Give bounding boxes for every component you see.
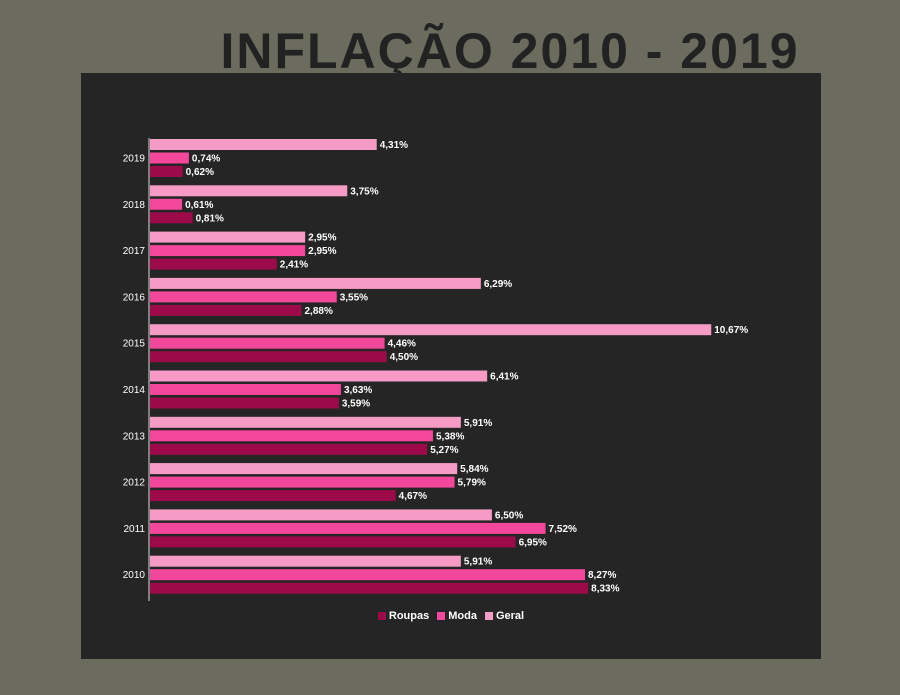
data-label: 2,95% (308, 246, 336, 257)
legend-swatch (484, 612, 493, 620)
data-label: 6,95% (519, 537, 547, 548)
y-tick-label: 2018 (123, 200, 146, 211)
data-label: 2,88% (304, 306, 332, 317)
chart-panel: 2019 4,31% 0,74% 0,62% 2018 3,75% 0,61% 0,81% 20… (81, 73, 821, 659)
data-label: 0,61% (185, 200, 213, 211)
y-tick-label: 2015 (123, 339, 146, 350)
bar-moda (150, 245, 306, 257)
bar-roupas (150, 351, 387, 363)
data-label: 5,91% (464, 557, 492, 568)
bar-geral (150, 370, 488, 382)
data-label: 6,50% (495, 510, 523, 521)
data-label: 3,63% (344, 385, 372, 396)
bar-roupas (150, 212, 193, 224)
bar-moda (150, 569, 586, 581)
legend-item-roupas: Roupas (377, 610, 430, 622)
data-label: 3,75% (350, 186, 378, 197)
legend-swatch (377, 612, 386, 620)
data-label: 0,62% (186, 167, 214, 178)
data-label: 3,55% (340, 292, 368, 303)
data-label: 5,91% (464, 418, 492, 429)
bar-moda (150, 152, 189, 164)
bar-moda (150, 291, 337, 303)
data-label: 5,79% (458, 478, 486, 489)
bar-chart: 2019 4,31% 0,74% 0,62% 2018 3,75% 0,61% 0,81% 20… (123, 138, 748, 601)
legend-item-geral: Geral (484, 610, 525, 622)
bar-roupas (150, 582, 589, 594)
bar-moda (150, 522, 546, 534)
data-label: 7,52% (549, 524, 577, 535)
y-tick-label: 2011 (123, 524, 145, 535)
data-label: 2,95% (308, 233, 336, 244)
bar-geral (150, 185, 348, 197)
bar-geral (150, 555, 461, 567)
bar-moda (150, 430, 433, 442)
bar-moda (150, 476, 455, 488)
y-tick-label: 2014 (123, 385, 146, 396)
legend-swatch (437, 612, 446, 620)
data-label: 4,50% (390, 352, 418, 363)
data-label: 3,59% (342, 399, 370, 410)
data-label: 4,31% (380, 140, 408, 151)
data-label: 5,38% (436, 431, 464, 442)
bar-moda (150, 337, 385, 349)
bar-moda (150, 198, 183, 210)
data-label: 4,46% (388, 339, 416, 350)
bar-roupas (150, 397, 339, 409)
bar-geral (150, 463, 458, 475)
legend-label: Moda (448, 610, 477, 622)
data-label: 0,81% (196, 213, 224, 224)
data-label: 5,27% (430, 445, 458, 456)
data-label: 0,74% (192, 154, 220, 165)
bar-geral (150, 277, 481, 289)
data-label: 10,67% (714, 325, 748, 336)
bar-geral (150, 231, 306, 243)
y-tick-label: 2017 (123, 246, 146, 257)
chart-legend: Roupas Moda Geral (81, 610, 821, 622)
data-label: 8,27% (588, 570, 616, 581)
bar-geral (150, 509, 492, 521)
y-tick-label: 2013 (123, 431, 146, 442)
legend-label: Geral (495, 610, 525, 622)
bar-roupas (150, 443, 428, 455)
y-tick-label: 2019 (123, 154, 146, 165)
y-tick-label: 2010 (123, 570, 146, 581)
bar-roupas (150, 304, 302, 316)
data-label: 6,41% (490, 372, 518, 383)
data-label: 8,33% (591, 584, 619, 595)
bar-geral (150, 324, 712, 336)
data-label: 2,41% (280, 260, 308, 271)
legend-item-moda: Moda (437, 610, 477, 622)
bar-geral (150, 139, 377, 150)
data-label: 5,84% (460, 464, 488, 475)
bar-moda (150, 384, 341, 395)
bar-roupas (150, 258, 277, 270)
data-label: 6,29% (484, 279, 512, 290)
bar-roupas (150, 490, 396, 502)
bar-roupas (150, 166, 183, 177)
y-tick-label: 2012 (123, 478, 146, 489)
y-tick-label: 2016 (123, 292, 146, 303)
bar-roupas (150, 536, 516, 548)
data-label: 4,67% (399, 491, 427, 502)
legend-label: Roupas (388, 610, 430, 622)
bar-geral (150, 416, 461, 428)
page-title: INFLAÇÃO 2010 - 2019 (220, 23, 800, 79)
